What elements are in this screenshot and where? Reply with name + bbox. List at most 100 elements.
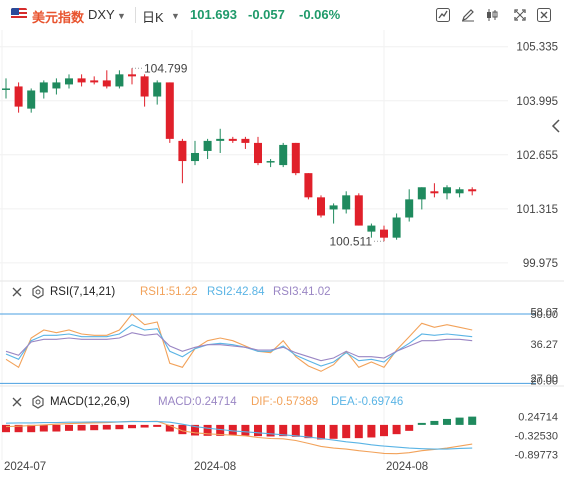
- candle: [153, 80, 162, 105]
- candle-body: [342, 195, 351, 210]
- indicator-settings-button[interactable]: [31, 285, 45, 299]
- macd-histogram-bar: [392, 424, 401, 435]
- candle: [52, 78, 61, 95]
- candle-body: [291, 142, 300, 174]
- time-axis-label: 2024-07: [4, 461, 46, 473]
- candle: [304, 173, 313, 200]
- candle-body: [254, 142, 262, 164]
- candle-body: [367, 225, 376, 232]
- pencil-icon: [462, 9, 474, 22]
- indicator-icon: [436, 8, 450, 22]
- macd-histogram-bar: [430, 420, 439, 425]
- price-axis-tick: 101.315: [516, 204, 558, 216]
- indicator-settings-button[interactable]: [31, 395, 45, 409]
- candle-body: [52, 82, 61, 89]
- macd-histogram-bar: [115, 424, 124, 430]
- draw-tool-button[interactable]: [459, 6, 477, 24]
- close-indicator-button[interactable]: [10, 285, 24, 299]
- candle: [329, 203, 338, 224]
- price-axis: 105.335 103.995 102.655 101.315 99.975: [516, 42, 558, 270]
- macd-histogram-bar: [191, 424, 199, 436]
- price-axis-tick: 103.995: [516, 96, 558, 108]
- price-annotations: 104.799 100.511: [132, 61, 384, 248]
- chevron-down-icon[interactable]: ▼: [171, 11, 180, 21]
- candle: [380, 225, 388, 242]
- instrument-name[interactable]: 美元指数: [32, 10, 85, 25]
- candle-body: [354, 195, 363, 226]
- macd-axis-tick: 0.24714: [518, 412, 558, 424]
- macd-histogram-bar: [27, 424, 36, 433]
- fullscreen-button[interactable]: [511, 6, 529, 24]
- quote-header: 美元指数 DXY ▼ 日K ▼ 101.693 -0.057 -0.06%: [0, 0, 564, 30]
- macd-histogram-bar: [291, 424, 300, 437]
- candle-body: [65, 78, 73, 85]
- macd-histogram-bar: [254, 424, 262, 437]
- candle-body: [329, 205, 338, 210]
- last-price: 101.693: [190, 7, 237, 22]
- candle: [115, 70, 124, 89]
- timeframe-selector[interactable]: 日K: [142, 10, 164, 25]
- macd-histogram-bar: [367, 424, 376, 438]
- macd-histogram-bar: [241, 424, 250, 436]
- candle: [291, 142, 300, 176]
- close-indicator-button[interactable]: [10, 395, 24, 409]
- rsi-axis-tick: 50.00: [530, 309, 558, 321]
- close-button[interactable]: [535, 6, 553, 24]
- candle-body: [27, 90, 36, 109]
- rsi-axis-tick: 58.07: [530, 307, 558, 319]
- symbol-selector[interactable]: DXY: [88, 7, 115, 22]
- time-axis-label: 2024-08: [194, 461, 236, 473]
- macd-histogram-bar: [417, 422, 426, 425]
- candle-body: [14, 86, 23, 107]
- indicator-button[interactable]: [434, 6, 452, 24]
- rsi3-value: RSI3:41.02: [273, 286, 331, 298]
- macd-histogram-bar: [228, 424, 237, 436]
- macd-histogram-bar: [304, 424, 313, 439]
- candle-body: [90, 80, 99, 83]
- chart-type-button[interactable]: [483, 6, 501, 24]
- chart-canvas[interactable]: 105.335 103.995 102.655 101.315 99.975 1…: [0, 30, 564, 478]
- candle-body: [443, 187, 451, 194]
- macd-histogram-bar: [102, 424, 111, 430]
- candlestick-series: [2, 68, 477, 242]
- close-icon: [12, 397, 22, 407]
- candle-body: [140, 76, 149, 97]
- candle-body: [266, 161, 275, 163]
- price-change-percent: -0.06%: [299, 7, 341, 22]
- chevron-down-icon[interactable]: ▼: [117, 11, 126, 21]
- rsi1-value: RSI1:51.22: [140, 286, 198, 298]
- expand-icon: [514, 9, 526, 21]
- collapse-panel-button[interactable]: [551, 119, 560, 133]
- candle-body: [128, 74, 136, 77]
- macd-histogram-bar: [443, 418, 451, 425]
- macd-histogram-bar: [216, 424, 225, 436]
- candle: [342, 191, 351, 214]
- candle-body: [405, 199, 414, 218]
- candle-body: [77, 78, 86, 83]
- candle-body: [455, 189, 464, 194]
- macd-histogram-bar: [2, 424, 10, 433]
- rsi-axis-tick: 36.27: [530, 339, 558, 351]
- candle: [405, 189, 414, 222]
- chevron-left-icon: [551, 119, 560, 133]
- candle-body: [228, 138, 237, 141]
- close-icon: [12, 287, 22, 297]
- candle-body: [430, 191, 439, 194]
- candle: [279, 142, 288, 168]
- candle-body: [392, 217, 401, 238]
- close-icon: [537, 8, 551, 22]
- macd-histogram-bar: [405, 424, 414, 431]
- macd-histogram-bar: [153, 424, 162, 427]
- price-change: -0.057: [248, 7, 285, 22]
- candle-body: [191, 152, 199, 162]
- time-axis: 2024-07 2024-08 2024-08: [4, 461, 428, 473]
- rsi-axis-tick: 20.00: [530, 376, 558, 388]
- rsi-line-rsi1: [5, 313, 473, 372]
- candle: [392, 213, 401, 240]
- macd-histogram-bar: [329, 424, 338, 439]
- macd-histogram-bar: [266, 424, 275, 437]
- rsi-series: [5, 313, 473, 372]
- candle: [203, 138, 212, 160]
- candle: [430, 183, 439, 198]
- macd-histogram-bar: [354, 424, 363, 439]
